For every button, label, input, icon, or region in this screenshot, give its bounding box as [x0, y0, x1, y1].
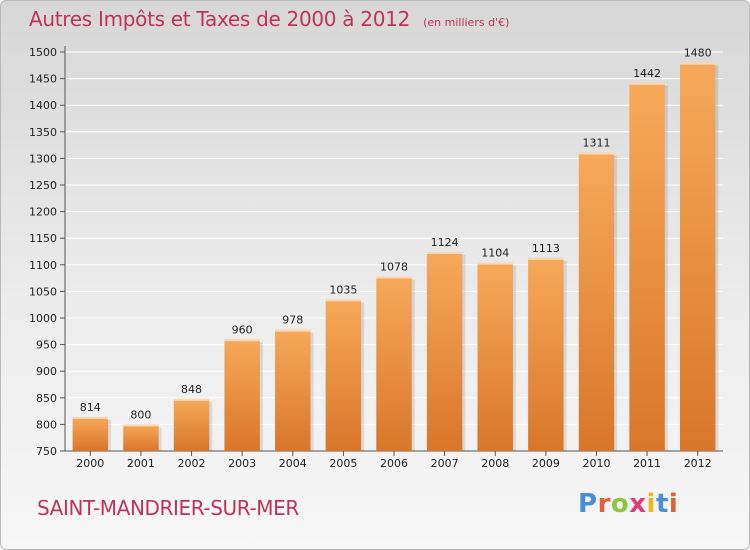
y-tick-label: 850	[36, 392, 57, 405]
logo-letter: t	[655, 489, 669, 519]
data-label: 848	[181, 383, 202, 396]
bar	[629, 82, 665, 451]
x-tick-label: 2000	[76, 457, 104, 470]
chart-title: Autres Impôts et Taxes de 2000 à 2012	[29, 7, 410, 31]
axes: 750 800 850 900 950 1000 1050 1100 1150 1200 1250 1…	[29, 46, 723, 470]
bar	[477, 262, 513, 451]
bar	[224, 339, 260, 451]
bar-highlight	[679, 62, 716, 65]
x-tick-label: 2006	[380, 457, 408, 470]
bar-highlight	[528, 257, 564, 260]
data-label: 1078	[380, 261, 408, 274]
logo-letter: i	[668, 489, 679, 519]
chart-title-block: Autres Impôts et Taxes de 2000 à 2012 (e…	[29, 7, 509, 31]
y-tick-label: 1450	[29, 73, 57, 86]
bar	[426, 252, 463, 451]
bar	[173, 398, 210, 451]
logo-letter: P	[578, 489, 598, 519]
x-tick-label: 2009	[532, 457, 560, 470]
data-label: 1442	[633, 67, 661, 80]
bar	[275, 329, 311, 451]
bar-highlight	[325, 299, 362, 302]
x-tick-label: 2005	[329, 457, 357, 470]
bar	[578, 152, 615, 451]
bar-highlight	[426, 252, 463, 255]
y-tick-label: 1000	[29, 312, 57, 325]
y-tick-label: 1350	[29, 126, 57, 139]
y-tick-label: 1150	[29, 232, 57, 245]
logo-letter: o	[610, 489, 630, 519]
bar-highlight	[224, 339, 260, 342]
y-tick-label: 1200	[29, 206, 57, 219]
data-label: 1480	[684, 47, 712, 60]
data-label: 814	[80, 401, 101, 414]
data-label: 1124	[431, 236, 459, 249]
x-tick-label: 2012	[684, 457, 712, 470]
logo-letter: i	[646, 489, 656, 519]
y-tick-label: 1050	[29, 285, 57, 298]
bar	[679, 62, 716, 451]
x-tick-label: 2003	[228, 457, 256, 470]
data-label: 978	[282, 314, 303, 327]
data-label: 960	[232, 323, 253, 336]
bar-highlight	[72, 416, 109, 419]
y-tick-label: 1300	[29, 152, 57, 165]
data-labels: 814 800 848 960 978 1035 1078 1124 1104 1113 1311 1…	[80, 47, 712, 422]
bar-highlight	[578, 152, 615, 155]
bar-highlight	[629, 82, 665, 85]
x-tick-label: 2004	[279, 457, 307, 470]
x-tick-label: 2011	[633, 457, 661, 470]
bars	[72, 62, 719, 451]
bar-highlight	[173, 398, 210, 401]
data-label: 1113	[532, 242, 560, 255]
proxiti-logo: Proxiti	[578, 489, 678, 519]
data-label: 1311	[582, 137, 610, 150]
city-name: SAINT-MANDRIER-SUR-MER	[37, 496, 299, 520]
bar-highlight	[477, 262, 513, 265]
logo-letter: x	[629, 489, 647, 519]
bar	[376, 276, 412, 451]
logo-letter: r	[597, 489, 611, 519]
y-tick-label: 750	[36, 445, 57, 458]
data-label: 800	[130, 408, 151, 421]
y-tick-label: 800	[36, 418, 57, 431]
bar	[72, 416, 109, 451]
bar-highlight	[123, 424, 159, 427]
x-tick-label: 2002	[178, 457, 206, 470]
data-label: 1104	[481, 247, 509, 260]
data-label: 1035	[329, 283, 357, 296]
y-tick-label: 950	[36, 339, 57, 352]
x-tick-label: 2007	[431, 457, 459, 470]
x-tick-label: 2001	[127, 457, 155, 470]
y-tick-label: 1500	[29, 46, 57, 59]
bar-highlight	[275, 329, 311, 332]
y-tick-label: 1250	[29, 179, 57, 192]
bar	[123, 424, 159, 451]
x-tick-label: 2008	[481, 457, 509, 470]
chart-subtitle: (en milliers d'€)	[423, 16, 510, 29]
x-tick-label: 2010	[582, 457, 610, 470]
bar-highlight	[376, 276, 412, 279]
bar	[528, 257, 564, 451]
y-tick-label: 1100	[29, 259, 57, 272]
bar	[325, 299, 362, 451]
y-tick-label: 1400	[29, 99, 57, 112]
y-tick-label: 900	[36, 365, 57, 378]
